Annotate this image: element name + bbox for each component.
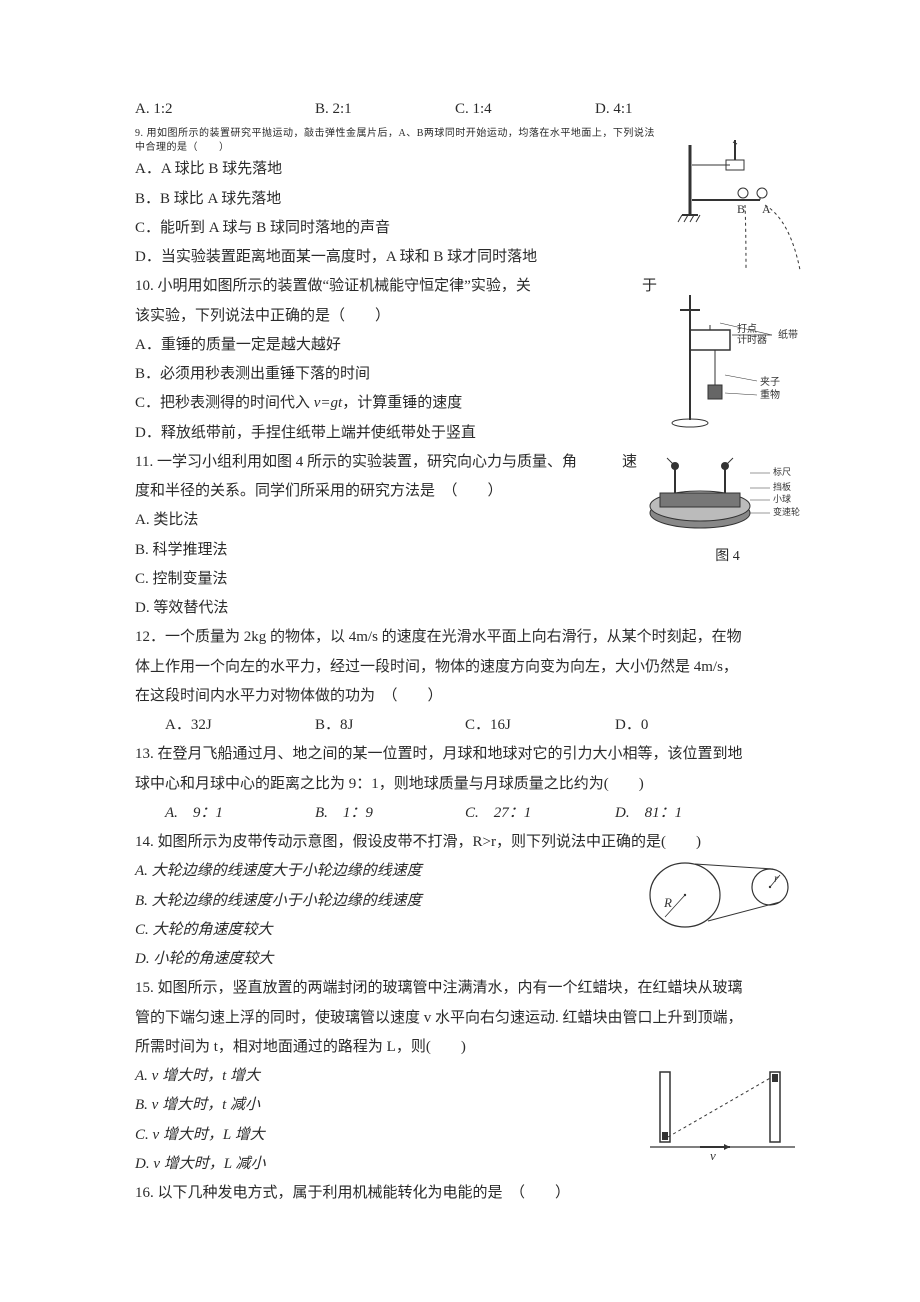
exam-page: A. 1:2 B. 2:1 C. 1:4 D. 4:1 B A 9. 用如图所示… <box>0 0 920 1268</box>
svg-text:B: B <box>737 202 745 216</box>
opt-d: D．0 <box>615 711 648 740</box>
svg-text:挡板: 挡板 <box>773 481 791 492</box>
q10-stem-r: 于 <box>642 272 657 301</box>
opt-b: B. 1：9 <box>315 799 465 828</box>
svg-text:R: R <box>663 895 672 910</box>
q11-figure: 标尺 挡板 小球 变速轮 图 4 <box>645 448 810 570</box>
q15-figure: v <box>640 1062 810 1162</box>
q12-l2: 体上作用一个向左的水平力，经过一段时间，物体的速度方向变为向左，大小仍然是 4m… <box>135 653 810 682</box>
svg-text:打点: 打点 <box>737 322 757 335</box>
svg-text:A: A <box>762 202 771 216</box>
svg-text:夹子: 夹子 <box>760 375 780 388</box>
svg-text:小球: 小球 <box>773 493 791 504</box>
q13-options: A. 9：1 B. 1：9 C. 27：1 D. 81：1 <box>135 799 810 828</box>
q12-l1: 12．一个质量为 2kg 的物体，以 4m/s 的速度在光滑水平面上向右滑行，从… <box>135 623 810 652</box>
q12-options: A．32J B．8J C．16J D．0 <box>135 711 810 740</box>
q15-l3: 所需时间为 t，相对地面通过的路程为 L，则( ) <box>135 1033 810 1062</box>
q11-caption: 图 4 <box>645 543 810 570</box>
q11-opt-d: D. 等效替代法 <box>135 594 810 623</box>
q13-l1: 13. 在登月飞船通过月、地之间的某一位置时，月球和地球对它的引力大小相等，该位… <box>135 740 810 769</box>
q15-l1: 15. 如图所示，竖直放置的两端封闭的玻璃管中注满清水，内有一个红蜡块，在红蜡块… <box>135 974 810 1003</box>
q13-l2: 球中心和月球中心的距离之比为 9：1，则地球质量与月球质量之比约为( ) <box>135 770 810 799</box>
svg-text:r: r <box>774 871 779 885</box>
opt-a: A．32J <box>165 711 315 740</box>
q9-figure: B A <box>670 130 810 285</box>
q11-stem-r: 速 <box>622 448 637 477</box>
q14-figure: R r <box>640 857 810 932</box>
opt-b: B. 2:1 <box>315 95 455 124</box>
q8-options: A. 1:2 B. 2:1 C. 1:4 D. 4:1 <box>135 95 810 124</box>
opt-d: D. 81：1 <box>615 799 682 828</box>
opt-d: D. 4:1 <box>595 95 633 124</box>
svg-text:纸带: 纸带 <box>778 328 798 341</box>
svg-text:v: v <box>710 1148 716 1162</box>
q14-stem: 14. 如图所示为皮带传动示意图，假设皮带不打滑，R>r，则下列说法中正确的是(… <box>135 828 810 857</box>
q10-figure: 打点 计时器 纸带 夹子 重物 <box>665 285 810 430</box>
opt-a: A. 1:2 <box>135 95 315 124</box>
opt-c: C. 1:4 <box>455 95 595 124</box>
svg-text:变速轮: 变速轮 <box>773 506 800 517</box>
svg-text:重物: 重物 <box>760 388 780 401</box>
opt-c: C. 27：1 <box>465 799 615 828</box>
svg-text:标尺: 标尺 <box>773 466 791 477</box>
opt-c: C．16J <box>465 711 615 740</box>
q11-stem-row: 11. 一学习小组利用如图 4 所示的实验装置，研究向心力与质量、角 速 <box>135 448 637 477</box>
q15-l2: 管的下端匀速上浮的同时，使玻璃管以速度 v 水平向右匀速运动. 红蜡块由管口上升… <box>135 1004 810 1033</box>
q12-l3: 在这段时间内水平力对物体做的功为 （ ） <box>135 682 810 711</box>
q10-stem-l: 10. 小明用如图所示的装置做“验证机械能守恒定律”实验，关 <box>135 272 531 301</box>
q11-stem-l: 11. 一学习小组利用如图 4 所示的实验装置，研究向心力与质量、角 <box>135 448 577 477</box>
opt-a: A. 9：1 <box>165 799 315 828</box>
q10-stem-row: 10. 小明用如图所示的装置做“验证机械能守恒定律”实验，关 于 <box>135 272 657 301</box>
opt-b: B．8J <box>315 711 465 740</box>
q16-stem: 16. 以下几种发电方式，属于利用机械能转化为电能的是 （ ） <box>135 1179 810 1208</box>
q14-opt-d: D. 小轮的角速度较大 <box>135 945 810 974</box>
